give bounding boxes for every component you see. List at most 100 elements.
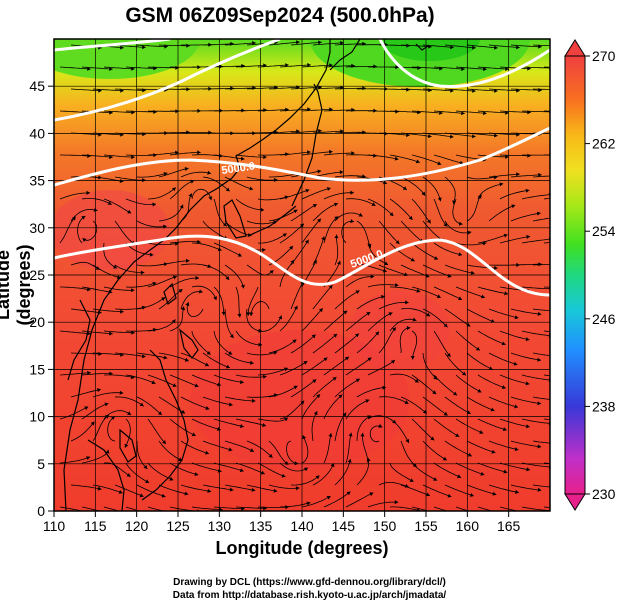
streamline	[186, 301, 204, 318]
streamline-arrowhead	[127, 411, 131, 416]
streamline-arrowhead	[394, 500, 399, 505]
x-tick-label: 110	[43, 518, 66, 534]
streamline	[444, 264, 475, 274]
streamline-arrowhead	[90, 421, 95, 426]
streamline	[59, 372, 91, 376]
streamline	[158, 260, 190, 266]
streamline	[455, 462, 485, 476]
streamline	[369, 425, 383, 443]
streamline	[367, 242, 389, 266]
streamline-arrowhead	[382, 385, 386, 390]
streamline	[191, 285, 217, 301]
streamline	[422, 176, 442, 202]
streamline-arrowhead	[285, 505, 289, 510]
streamline	[399, 327, 411, 354]
streamline-arrowhead	[469, 493, 474, 497]
streamline-arrowhead	[560, 442, 563, 446]
streamline	[213, 462, 244, 472]
streamline-arrowhead	[194, 472, 199, 476]
streamline-arrowhead	[394, 283, 399, 288]
streamline-arrowhead	[560, 262, 564, 266]
streamline-arrowhead	[375, 331, 379, 336]
streamline-arrowhead	[455, 433, 460, 437]
streamline	[268, 209, 298, 222]
streamline-arrowhead	[334, 216, 339, 221]
streamline-arrowhead	[433, 375, 438, 380]
streamline	[279, 223, 305, 244]
streamline-arrowhead	[163, 355, 168, 360]
streamline	[180, 291, 203, 310]
streamline-arrowhead	[499, 182, 504, 187]
streamline	[290, 379, 317, 398]
map-title: GSM 06Z09Sep2024 (500.0hPa)	[125, 4, 435, 27]
streamline	[301, 394, 321, 420]
streamline	[356, 220, 372, 248]
streamline	[521, 238, 550, 244]
streamline-arrowhead	[131, 330, 135, 335]
streamline-arrowhead	[104, 402, 109, 407]
streamline-arrowhead	[86, 456, 91, 460]
streamline-arrowhead	[313, 411, 318, 416]
streamline	[246, 264, 274, 276]
streamline-arrowhead	[289, 246, 293, 250]
streamline	[301, 218, 322, 244]
streamline	[367, 154, 399, 160]
streamline-arrowhead	[213, 296, 218, 301]
streamline-arrowhead	[152, 281, 157, 286]
cold-region-core	[380, 39, 480, 61]
streamline	[246, 394, 278, 398]
streamline-arrowhead	[246, 312, 251, 316]
streamline-arrowhead	[184, 167, 189, 171]
streamline	[411, 330, 418, 360]
streamline	[499, 189, 530, 200]
streamline-arrowhead	[381, 294, 385, 299]
x-axis-label: Longitude (degrees)	[215, 538, 389, 558]
streamline	[213, 242, 242, 257]
streamline	[433, 506, 448, 511]
streamline-arrowhead	[178, 457, 183, 462]
streamline	[180, 171, 212, 178]
x-tick-label: 160	[456, 518, 480, 534]
streamline-arrowhead	[216, 426, 221, 431]
streamline-arrowhead	[292, 339, 297, 344]
streamline	[422, 88, 454, 92]
x-tick-label: 155	[414, 518, 438, 534]
streamline	[345, 492, 374, 508]
streamline-arrowhead	[181, 409, 186, 414]
streamline-arrowhead	[439, 110, 443, 115]
streamline	[59, 506, 84, 511]
streamline	[104, 374, 135, 379]
streamline	[455, 66, 487, 70]
streamline	[433, 374, 458, 396]
streamline-arrowhead	[318, 128, 322, 133]
streamline-arrowhead	[513, 361, 518, 366]
streamline	[444, 308, 471, 327]
streamline-arrowhead	[514, 447, 519, 452]
x-ticks: 110 115 120 125 130 135 140 145 150 155 160 165	[43, 511, 521, 534]
streamline-arrowhead	[205, 406, 210, 410]
streamline	[290, 41, 322, 46]
streamline-arrowhead	[71, 216, 76, 221]
streamline	[268, 484, 300, 489]
streamline-arrowhead	[467, 452, 472, 457]
streamline-arrowhead	[197, 239, 201, 244]
streamline	[312, 130, 344, 134]
streamline-arrowhead	[282, 233, 287, 238]
streamline-arrowhead	[504, 291, 508, 296]
streamline-arrowhead	[226, 364, 230, 369]
streamline-arrowhead	[317, 218, 321, 223]
streamline-arrowhead	[426, 312, 431, 317]
streamline	[543, 374, 550, 377]
streamline	[378, 396, 409, 405]
streamline	[466, 194, 482, 222]
streamline-arrowhead	[205, 450, 209, 455]
streamline	[466, 396, 495, 412]
streamline	[114, 396, 144, 407]
streamline	[433, 242, 463, 256]
streamline-arrowhead	[141, 354, 146, 359]
streamline	[191, 242, 222, 251]
streamline	[334, 212, 363, 222]
streamline-arrowhead	[526, 467, 530, 472]
streamline	[279, 64, 311, 68]
streamline-arrowhead	[225, 276, 230, 280]
